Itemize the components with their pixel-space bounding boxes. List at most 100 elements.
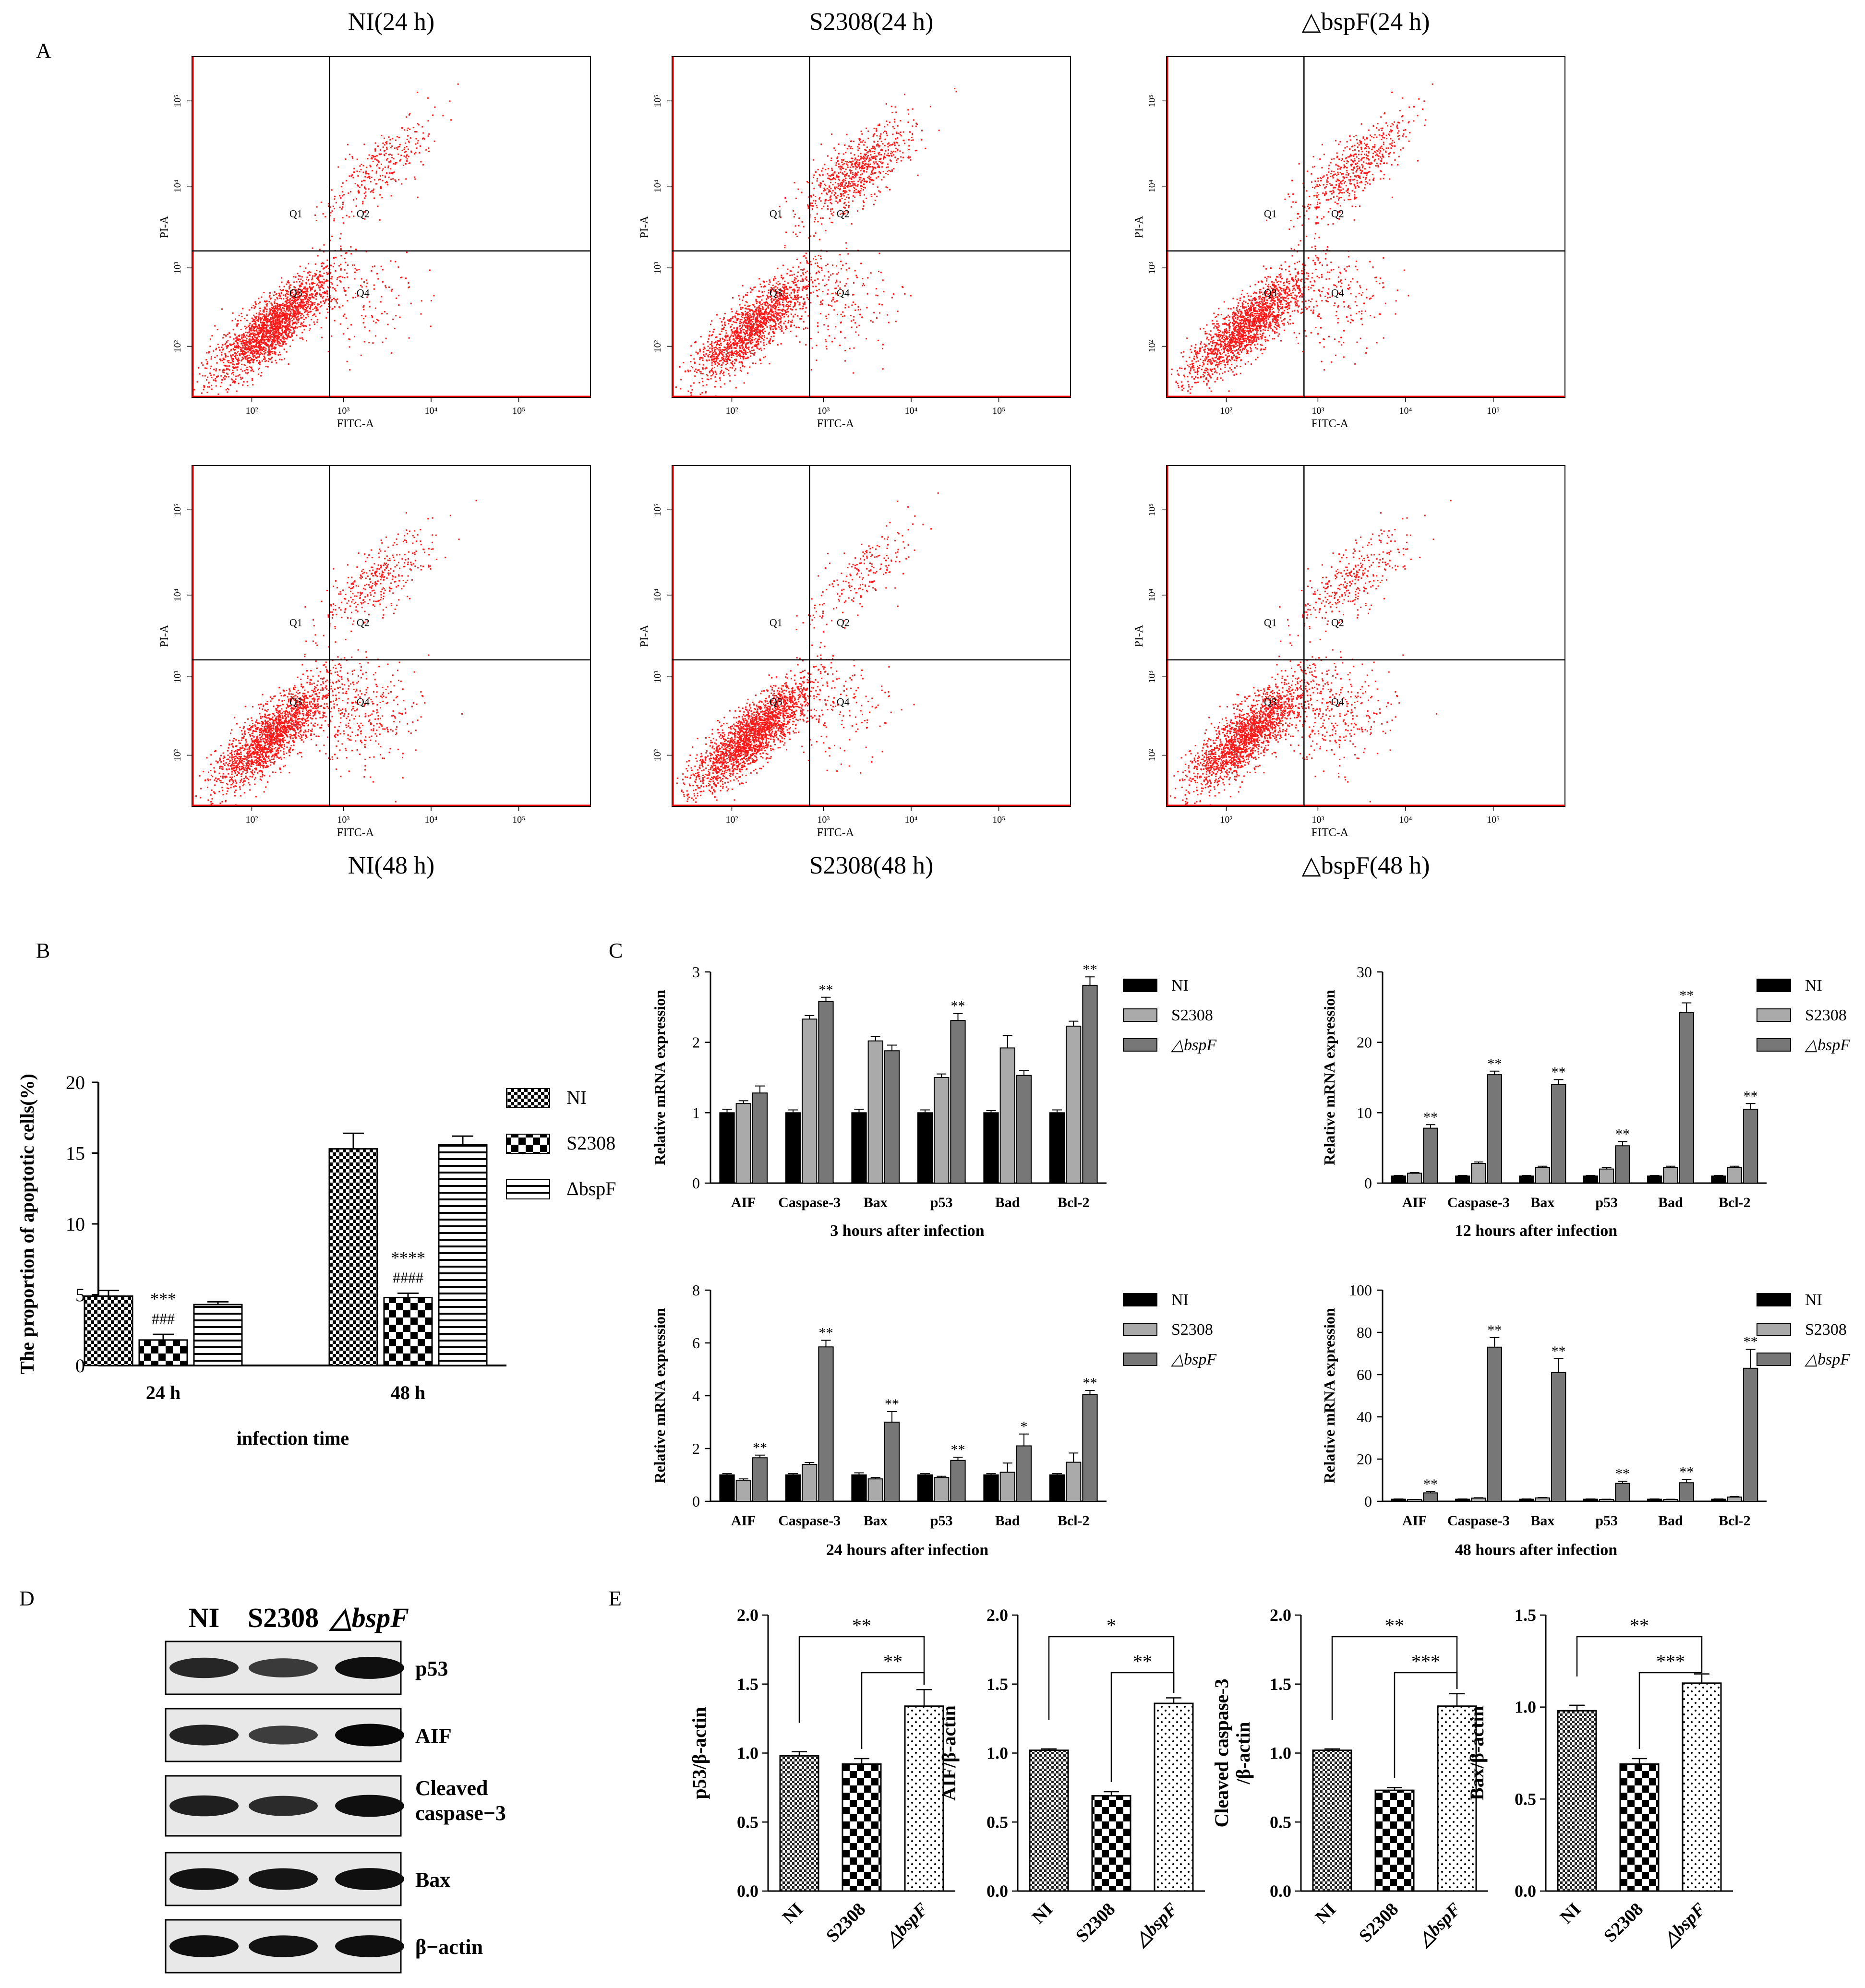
x-tick-label: 10³ [337, 406, 349, 416]
flow-plot: NI(48 h) Q1 Q2 Q3 Q4 10² 10³ 10⁴ 10⁵ FITC-A 10² 10³… [158, 465, 591, 879]
y-tick-label: 1.5 [1270, 1675, 1291, 1694]
blot-row-label: p53 [415, 1657, 448, 1680]
y-tick-label: 60 [1357, 1366, 1372, 1383]
significance-stars: ** [1133, 1651, 1152, 1672]
legend-swatch [1757, 979, 1791, 992]
legend-label: S2308 [1171, 1006, 1213, 1024]
significance-stars: ** [1083, 961, 1097, 977]
y-tick-label: 1.0 [987, 1744, 1008, 1763]
significance-stars: ** [1744, 1088, 1758, 1104]
category-label: 24 h [146, 1382, 180, 1403]
ratio-chart: 0.0 0.5 1.0 1.5 2.0 p53/β-actin NI S2308 △bspF **… [688, 1605, 955, 1951]
category-label: Bax [864, 1513, 888, 1529]
y-tick-label: 0.0 [737, 1881, 758, 1901]
x-tick-label: 10⁴ [425, 406, 438, 416]
bar-2 [752, 1092, 768, 1184]
flow-plot-frame [192, 56, 591, 398]
y-tick-label: 10⁴ [652, 588, 663, 601]
category-label: NI [779, 1899, 807, 1928]
significance-bracket [1394, 1672, 1458, 1778]
legend-label: S2308 [1805, 1321, 1847, 1339]
flow-events [676, 492, 939, 806]
legend-label: S2308 [1171, 1321, 1213, 1339]
legend-swatch [1123, 1323, 1157, 1336]
quadrant-label: Q3 [1264, 696, 1277, 708]
blot-row-label: Bax [415, 1868, 450, 1892]
category-label: Bad [995, 1195, 1020, 1210]
category-label: △bspF [1658, 1899, 1710, 1951]
y-tick-label: 10 [1357, 1104, 1372, 1121]
category-label: Bcl-2 [1719, 1513, 1751, 1529]
category-label: AIF [1402, 1195, 1427, 1210]
y-tick-label: 1.5 [1515, 1605, 1536, 1625]
bar-0 [917, 1112, 933, 1184]
y-tick-label: 10² [652, 340, 663, 353]
flow-plot-frame [672, 56, 1071, 398]
quadrant-label: Q3 [770, 696, 782, 708]
quadrant-label: Q4 [357, 696, 370, 708]
blot-row-label: Cleaved [415, 1776, 488, 1800]
bar-1 [842, 1763, 882, 1892]
category-label: Caspase-3 [778, 1513, 841, 1529]
mrna-chart: 0 1 2 3 Relative mRNA expression 3 hours afte… [651, 961, 1217, 1240]
x-axis-label: FITC-A [337, 826, 374, 839]
category-label: NI [1028, 1899, 1057, 1928]
bar-2 [1551, 1372, 1566, 1502]
flow-events [675, 88, 957, 397]
bar-1 [1374, 1789, 1415, 1892]
significance-stars: ** [852, 1615, 871, 1636]
mrna-chart: 0 10 20 30 Relative mRNA expression 12 hours … [1321, 963, 1851, 1240]
category-label: AIF [1402, 1513, 1427, 1529]
legend-label: NI [1805, 1291, 1822, 1309]
legend-label: ΔbspF [566, 1178, 616, 1199]
bar-2 [1615, 1145, 1630, 1184]
bar-1 [1727, 1497, 1743, 1502]
legend-label: S2308 [566, 1132, 615, 1154]
blot-band [335, 1795, 404, 1817]
bar-2 [1487, 1346, 1503, 1502]
quadrant-label: Q2 [357, 208, 370, 220]
significance-stars: ** [1423, 1476, 1438, 1492]
flow-events [1169, 500, 1452, 806]
legend-swatch [506, 1134, 550, 1154]
y-tick-label: 0.5 [1515, 1789, 1536, 1808]
category-label: Bax [1530, 1513, 1554, 1529]
y-tick-label: 0.0 [987, 1881, 1008, 1901]
category-label: Bax [864, 1195, 888, 1210]
flow-plot: △bspF(24 h) Q1 Q2 Q3 Q4 10² 10³ 10⁴ 10⁵ FITC-A 10²… [1133, 8, 1565, 430]
bar-2 [818, 1001, 834, 1184]
mrna-expression-charts: 0 1 2 3 Relative mRNA expression 3 hours afte… [651, 961, 1851, 1559]
significance-stars: ** [1083, 1375, 1097, 1391]
y-tick-label: 10² [1147, 749, 1157, 762]
quadrant-label: Q1 [289, 208, 302, 220]
y-tick-label: 100 [1349, 1281, 1372, 1299]
x-tick-label: 10² [726, 814, 738, 825]
y-tick-label: 20 [1357, 1450, 1372, 1468]
bar-1 [1619, 1763, 1660, 1892]
significance-stars: * [1107, 1615, 1116, 1636]
x-tick-label: 10⁵ [1487, 406, 1500, 416]
blot-band [169, 1868, 239, 1890]
y-tick-label: 10³ [172, 262, 183, 274]
bar-1 [1407, 1173, 1422, 1184]
legend-label: △bspF [1171, 1351, 1217, 1368]
x-tick-label: 10³ [1312, 814, 1324, 825]
bar-0 [1647, 1498, 1662, 1502]
bar-1 [1599, 1499, 1614, 1502]
significance-bracket [1576, 1636, 1703, 1677]
chart-title: 12 hours after infection [1455, 1222, 1617, 1240]
legend-swatch [1123, 979, 1157, 992]
bar-2 [193, 1304, 243, 1366]
y-tick-label: 0 [692, 1493, 700, 1510]
category-label: p53 [930, 1195, 953, 1210]
bar-2 [1154, 1702, 1194, 1892]
significance-bracket [798, 1636, 925, 1723]
panel-label-c: C [609, 939, 623, 962]
quadrant-label: Q1 [289, 617, 302, 629]
bar-0 [1391, 1498, 1407, 1502]
significance-stars: *** [1656, 1651, 1685, 1672]
flow-plot-frame [192, 465, 591, 807]
y-tick-label: 10⁵ [1147, 95, 1157, 108]
bar-0 [1519, 1498, 1534, 1502]
quadrant-label: Q4 [837, 696, 850, 708]
